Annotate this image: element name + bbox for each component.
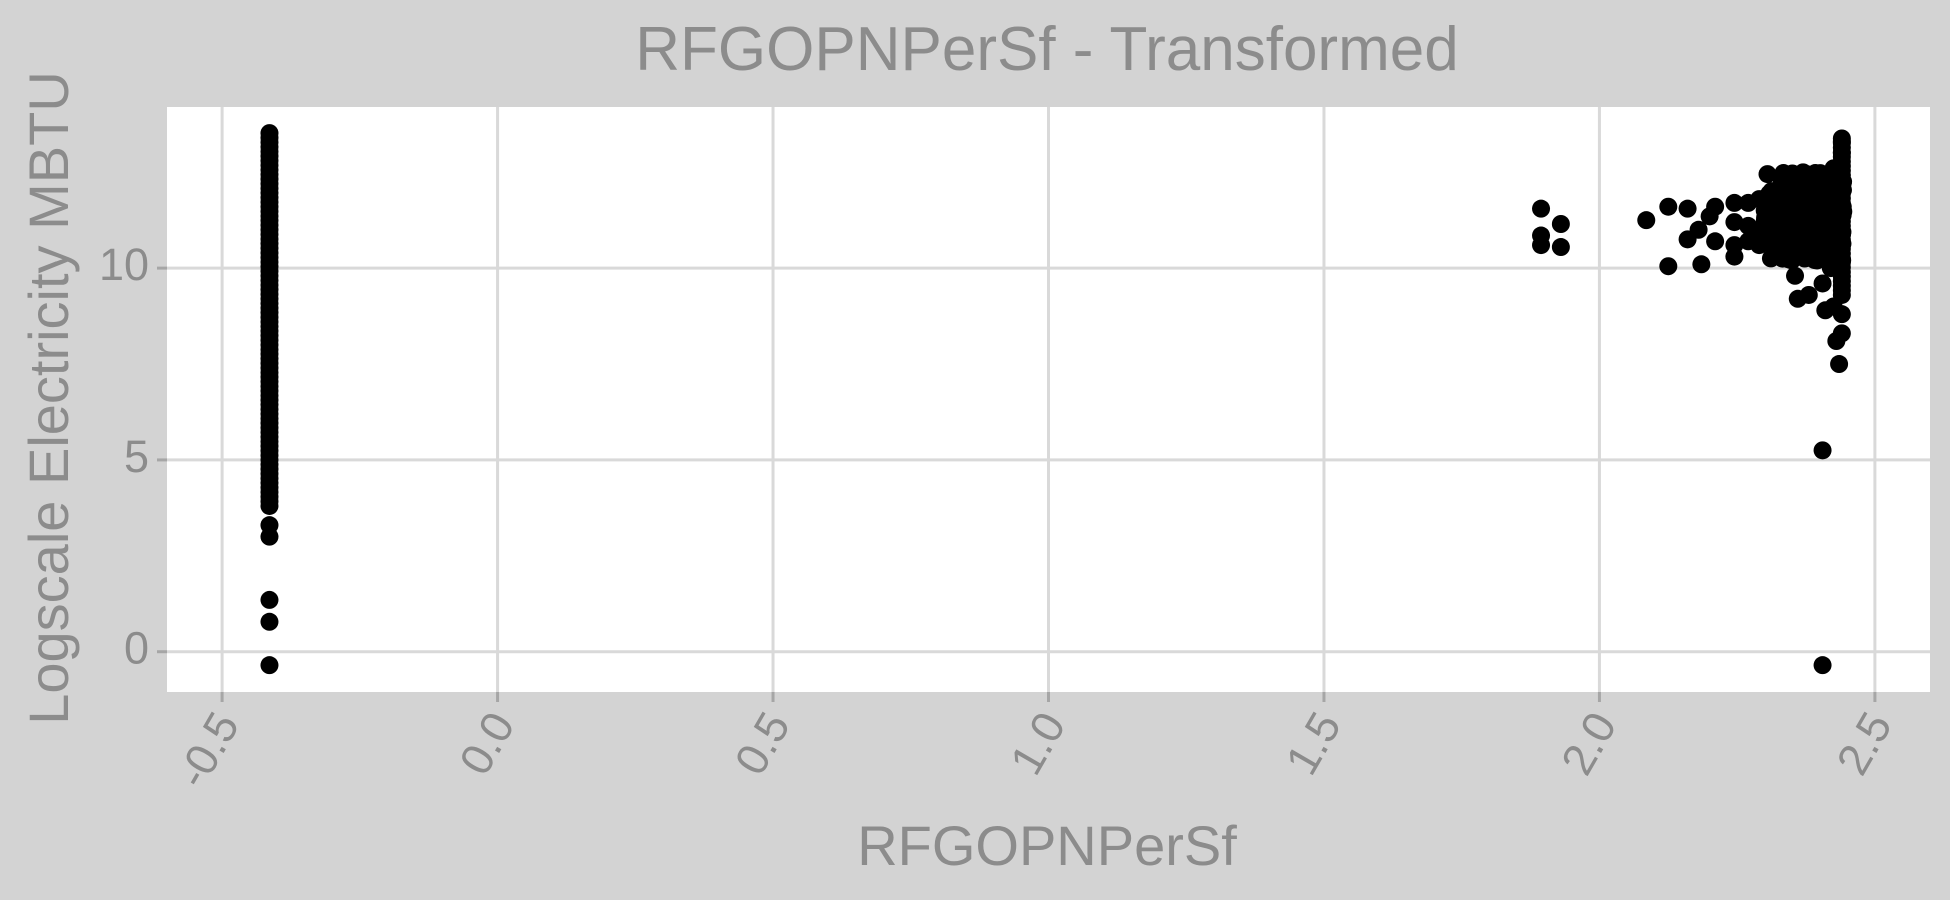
data-point [1706,232,1725,251]
x-axis-title: RFGOPNPerSf [857,814,1237,877]
data-point [260,527,279,546]
data-point [1758,165,1777,184]
data-point [1832,324,1851,343]
data-point [1813,274,1832,293]
data-point [1799,285,1818,304]
data-point [1692,255,1711,274]
grid-lines [167,107,1930,692]
data-point [260,656,279,675]
data-point [260,612,279,631]
data-point [1819,201,1838,220]
y-tick-label: 10 [99,239,149,290]
data-point [1551,238,1570,257]
data-point [1689,220,1708,239]
data-point [1678,199,1697,218]
data-point [1659,197,1678,216]
data-point [1706,197,1725,216]
data-point [1813,441,1832,460]
data-point [1637,211,1656,230]
data-point [1772,193,1791,212]
data-point [1783,178,1802,197]
data-point [260,124,279,143]
data-point [1725,193,1744,212]
data-point [1808,251,1827,270]
y-tick-label: 0 [124,623,149,674]
data-point [1725,247,1744,266]
data-point [1810,170,1829,189]
data-point [1779,250,1798,269]
chart-title: RFGOPNPerSf - Transformed [635,15,1458,84]
data-point [1832,305,1851,324]
data-point [1786,266,1805,285]
data-point [1659,257,1678,276]
y-tick-label: 5 [124,431,149,482]
data-point [1777,213,1796,232]
data-point [1783,232,1802,251]
data-point [1832,144,1851,163]
data-points [260,124,1853,675]
data-point [1551,215,1570,233]
data-point [1761,224,1780,243]
data-point [1830,355,1849,374]
data-point [1725,213,1744,232]
y-axis-title: Logscale Electricity MBTU [17,71,80,725]
data-point [1812,225,1831,244]
data-point [1750,236,1769,255]
data-point [1824,159,1843,178]
data-point [1532,199,1551,218]
data-point [1813,656,1832,675]
data-point [1821,259,1840,278]
data-point [1532,236,1551,255]
data-point [260,590,279,609]
data-point [1761,249,1780,268]
